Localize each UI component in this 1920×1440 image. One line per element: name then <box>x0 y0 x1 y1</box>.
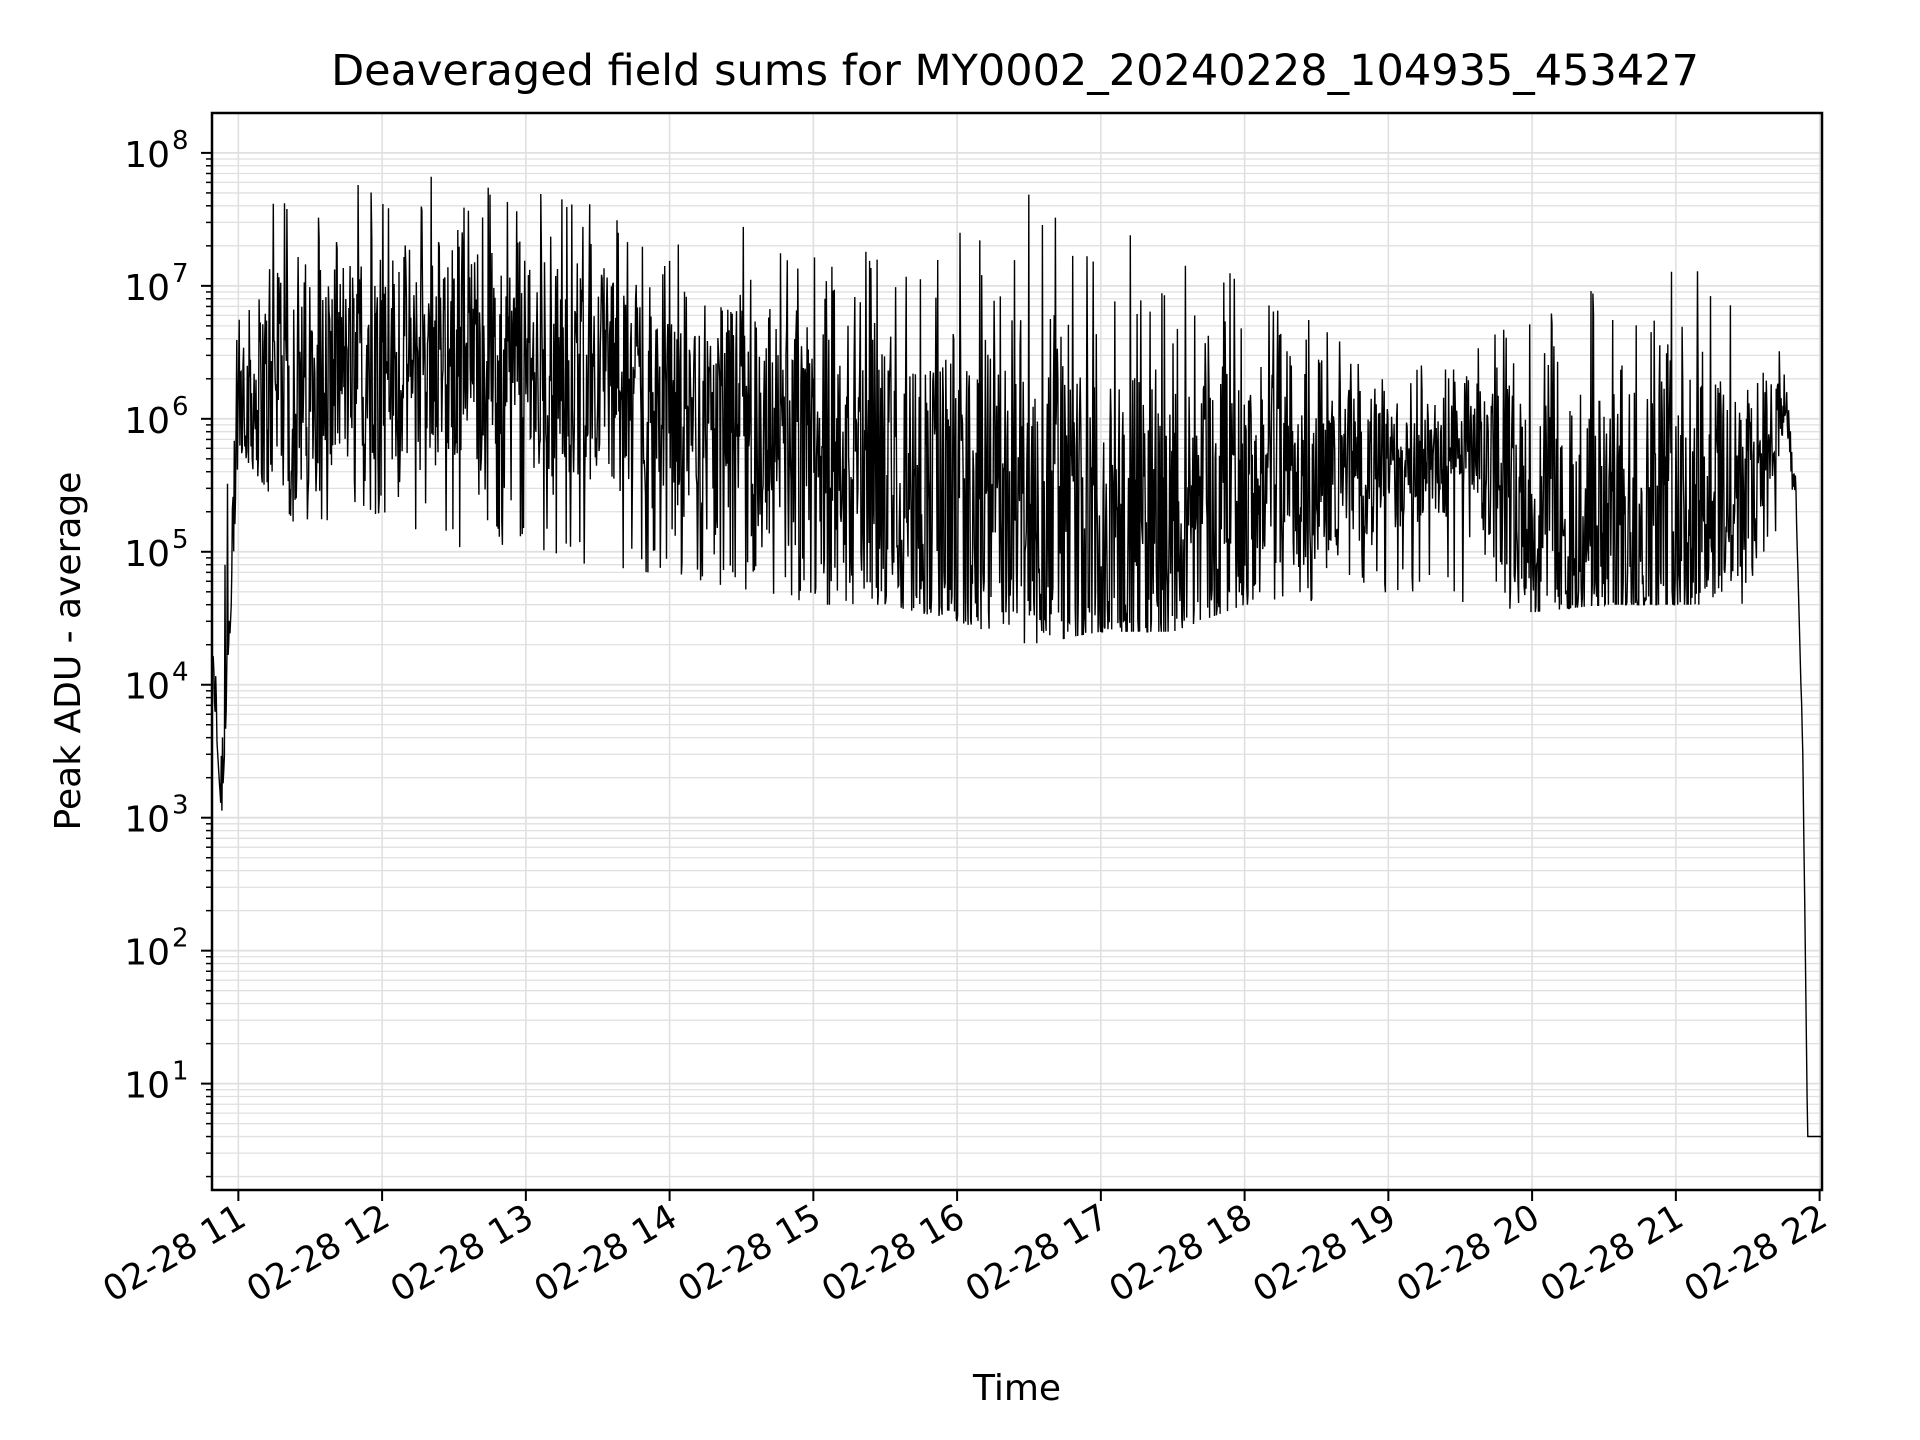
y-tick-exponent: 4 <box>172 658 189 688</box>
y-tick-exponent: 6 <box>172 392 189 422</box>
y-tick-exponent: 5 <box>172 525 189 555</box>
y-tick-exponent: 3 <box>172 791 189 821</box>
y-tick-exponent: 8 <box>172 126 189 156</box>
x-tick-label: 02-28 19 <box>1247 1197 1403 1310</box>
plot-frame <box>210 111 1824 1192</box>
y-tick-label: 10 <box>124 534 170 575</box>
y-tick-label: 10 <box>124 933 170 974</box>
y-tick-exponent: 7 <box>172 259 189 289</box>
y-tick-label: 10 <box>124 1066 170 1107</box>
x-tick-label: 02-28 15 <box>672 1197 828 1310</box>
x-tick-label: 02-28 14 <box>528 1197 684 1310</box>
y-tick-label: 10 <box>124 800 170 841</box>
y-tick-label: 10 <box>124 135 170 176</box>
y-tick-exponent: 1 <box>172 1057 189 1087</box>
series-layer <box>211 176 1822 1138</box>
chart-title: Deaveraged field sums for MY0002_2024022… <box>331 46 1699 96</box>
x-tick-label: 02-28 12 <box>240 1197 396 1310</box>
x-tick-label: 02-28 16 <box>815 1197 971 1310</box>
y-tick-exponent: 2 <box>172 924 189 954</box>
x-tick-label: 02-28 20 <box>1390 1197 1546 1310</box>
y-tick-label: 10 <box>124 401 170 442</box>
x-tick-label: 02-28 18 <box>1103 1197 1259 1310</box>
x-tick-label: 02-28 11 <box>97 1197 253 1310</box>
x-tick-label: 02-28 21 <box>1534 1197 1690 1310</box>
x-tick-label: 02-28 13 <box>384 1197 540 1310</box>
x-tick-label: 02-28 22 <box>1678 1197 1834 1310</box>
y-tick-label: 10 <box>124 268 170 309</box>
data-series-line <box>211 176 1822 1138</box>
x-axis-label: Time <box>972 1368 1061 1409</box>
grid-layer <box>212 113 1822 1190</box>
x-tick-label: 02-28 17 <box>959 1197 1115 1310</box>
y-tick-label: 10 <box>124 667 170 708</box>
y-axis-label: Peak ADU - average <box>48 472 89 831</box>
